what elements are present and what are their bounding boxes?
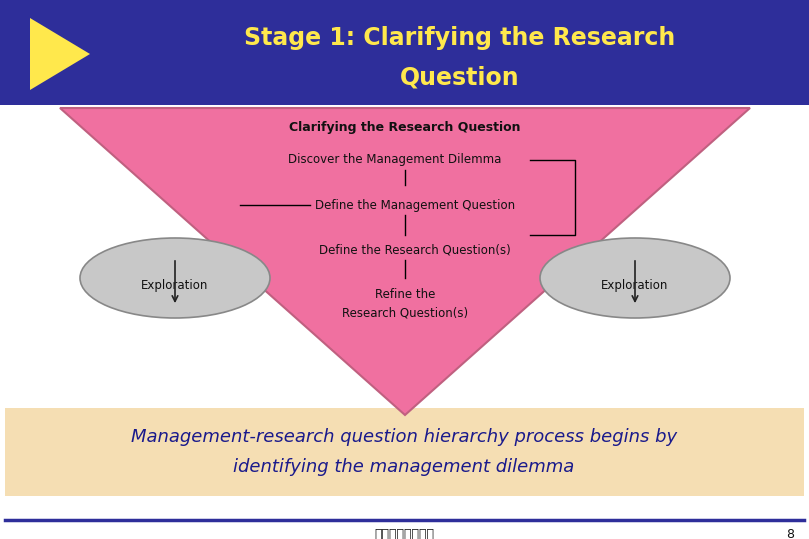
Text: Exploration: Exploration [142, 280, 209, 293]
Text: Question: Question [400, 66, 520, 90]
FancyBboxPatch shape [5, 408, 804, 496]
Text: Define the Research Question(s): Define the Research Question(s) [319, 244, 510, 257]
Polygon shape [60, 108, 750, 415]
Text: Define the Management Question: Define the Management Question [315, 198, 515, 211]
Text: Refine the: Refine the [375, 288, 435, 301]
Text: Exploration: Exploration [601, 280, 669, 293]
Text: Discover the Management Dilemma: Discover the Management Dilemma [288, 154, 502, 167]
Ellipse shape [540, 238, 730, 318]
Text: Clarifying the Research Question: Clarifying the Research Question [290, 121, 521, 135]
Text: identifying the management dilemma: identifying the management dilemma [233, 458, 574, 476]
Text: Management-research question hierarchy process begins by: Management-research question hierarchy p… [131, 428, 677, 446]
Text: Research Question(s): Research Question(s) [342, 307, 468, 320]
Text: Stage 1: Clarifying the Research: Stage 1: Clarifying the Research [244, 26, 676, 50]
Text: 中央資管：范錶強: 中央資管：范錶強 [374, 528, 434, 539]
FancyBboxPatch shape [0, 0, 809, 105]
Polygon shape [30, 18, 90, 90]
Ellipse shape [80, 238, 270, 318]
Text: 8: 8 [786, 528, 794, 539]
